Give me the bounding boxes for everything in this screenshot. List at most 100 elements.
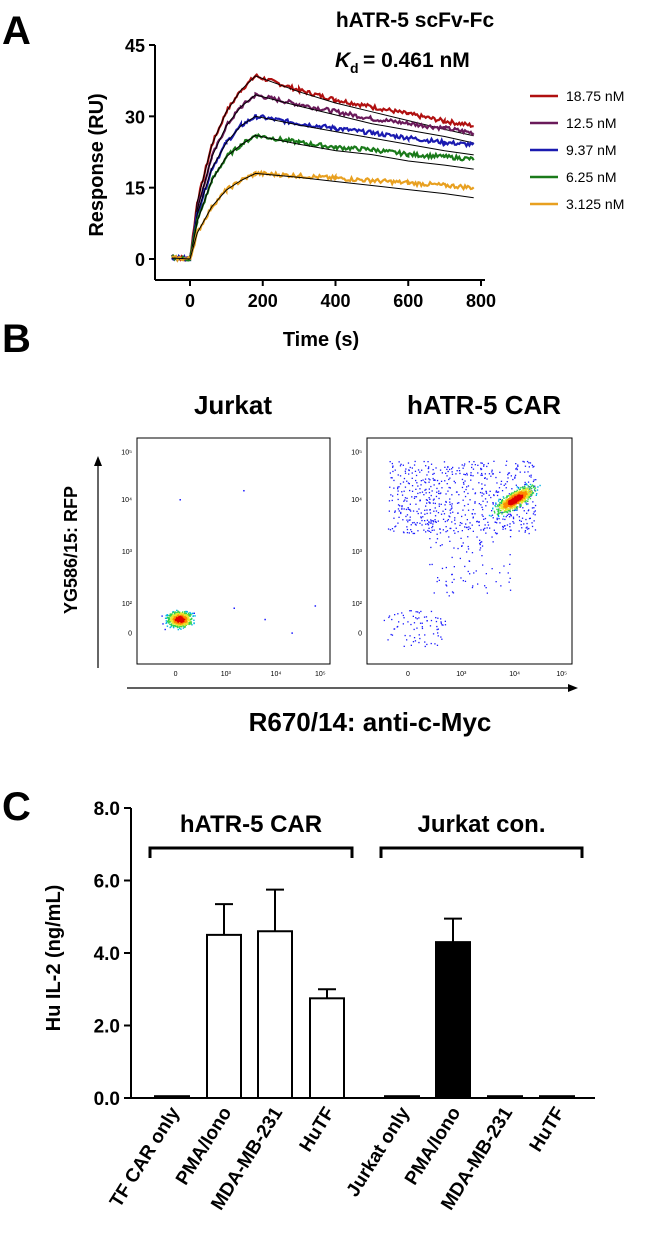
event-dot [516, 501, 518, 503]
event-dot [496, 517, 498, 519]
event-dot [477, 472, 479, 474]
event-dot [419, 522, 421, 524]
event-dot [175, 619, 177, 622]
event-dot [505, 500, 508, 502]
event-dot [430, 522, 432, 524]
event-dot [511, 507, 513, 509]
event-dot [438, 492, 440, 495]
event-dot [523, 491, 525, 494]
event-dot [408, 519, 410, 521]
event-dot [399, 483, 402, 485]
event-dot [514, 497, 516, 499]
event-dot [443, 513, 446, 515]
event-dot [482, 500, 484, 502]
event-dot [173, 616, 175, 619]
event-dot [520, 520, 522, 522]
event-dot [427, 529, 429, 532]
event-dot [425, 499, 428, 501]
event-dot [457, 547, 459, 550]
event-dot [438, 483, 440, 485]
event-dot [519, 496, 521, 498]
event-dot [508, 581, 510, 583]
event-dot [178, 620, 180, 622]
event-dot [507, 510, 509, 512]
event-dot [476, 521, 478, 523]
event-dot [451, 503, 453, 505]
event-dot [390, 477, 392, 479]
event-dot [454, 532, 456, 534]
event-dot [464, 565, 466, 568]
event-dot [428, 481, 430, 483]
event-dot [164, 617, 167, 619]
event-dot [505, 505, 507, 507]
event-dot [420, 484, 422, 486]
event-dot [474, 501, 476, 503]
event-dot [460, 537, 462, 539]
event-dot [528, 517, 531, 520]
event-dot [456, 470, 458, 472]
event-dot [526, 484, 528, 486]
event-dot [411, 496, 413, 498]
event-dot [504, 503, 506, 506]
event-dot [388, 500, 391, 502]
event-dot [509, 509, 511, 512]
event-dot [514, 503, 516, 505]
event-dot [172, 622, 174, 625]
event-dot [519, 519, 521, 522]
event-dot [193, 612, 195, 614]
event-dot [429, 479, 431, 481]
event-dot [417, 469, 420, 471]
event-dot [520, 486, 522, 489]
panel-c: C 0.0 2.0 4.0 6.0 8.0 Hu IL-2 (ng/mL) hATR-5… [2, 785, 595, 1214]
event-dot [511, 496, 513, 499]
event-dot [171, 615, 173, 617]
event-dot [451, 494, 453, 496]
event-dot [399, 475, 402, 477]
chart-c-ytick-label: 2.0 [94, 1017, 120, 1038]
event-dot [475, 570, 477, 572]
il2-bar [435, 941, 471, 1099]
event-dot [181, 614, 183, 616]
event-dot [169, 620, 171, 622]
event-dot [516, 507, 518, 510]
event-dot [406, 639, 408, 641]
chart-a-xtick-label: 200 [248, 291, 278, 311]
event-dot [467, 548, 470, 550]
event-dot [428, 521, 430, 523]
event-dot [456, 502, 459, 504]
event-dot [429, 563, 431, 566]
event-dot [472, 468, 475, 470]
event-dot [188, 615, 190, 618]
event-dot [529, 483, 532, 486]
event-dot [176, 625, 178, 627]
event-dot [523, 494, 525, 496]
event-dot [413, 464, 416, 466]
event-dot [404, 497, 407, 499]
event-dot [190, 623, 192, 625]
event-dot [464, 514, 466, 516]
panel-letter-c: C [2, 785, 31, 829]
event-dot [435, 541, 437, 544]
event-dot [457, 531, 459, 533]
event-dot [399, 465, 402, 467]
event-dot [462, 509, 464, 511]
event-dot [479, 491, 482, 494]
event-dot [403, 490, 405, 492]
event-dot [427, 461, 429, 463]
event-dot [166, 625, 169, 627]
event-dot [175, 618, 177, 620]
event-dot [518, 516, 520, 518]
event-dot [505, 501, 507, 504]
event-dot [434, 479, 436, 481]
event-dot [428, 527, 430, 529]
event-dot [414, 496, 416, 498]
event-dot [502, 499, 504, 502]
event-dot [415, 474, 418, 477]
event-dot [172, 618, 174, 620]
event-dot [404, 472, 407, 474]
flow-xtick-label: 0 [174, 671, 178, 678]
sensorgram-fit-line [171, 115, 474, 260]
event-dot [181, 622, 184, 625]
event-dot [176, 609, 178, 612]
